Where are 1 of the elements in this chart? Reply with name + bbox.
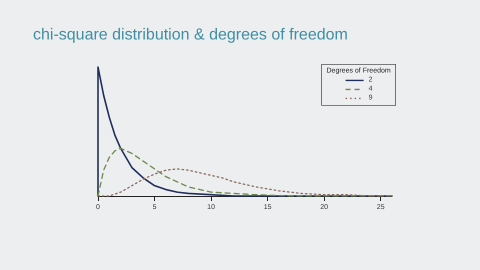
- chart-title: chi-square distribution & degrees of freedom: [33, 26, 348, 44]
